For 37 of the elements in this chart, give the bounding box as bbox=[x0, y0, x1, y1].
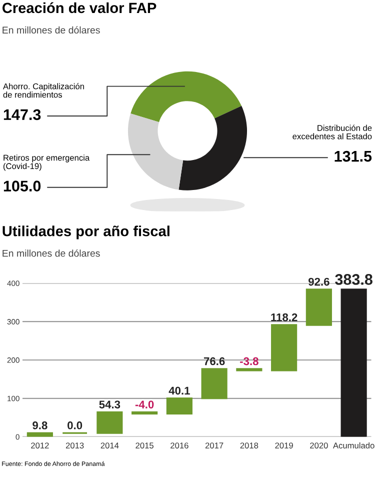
x-tick-label: 2017 bbox=[205, 442, 224, 448]
x-tick-label: 2014 bbox=[100, 442, 119, 448]
data-label: 0.0 bbox=[68, 421, 82, 430]
data-label: 9.8 bbox=[32, 421, 48, 430]
x-tick-label: Acumulado bbox=[332, 442, 374, 448]
chart-title: Utilidades por año fiscal bbox=[2, 226, 170, 240]
bar bbox=[306, 288, 332, 326]
chart-subtitle: En millones de dólares bbox=[2, 26, 100, 34]
bar bbox=[271, 324, 298, 372]
bar bbox=[26, 432, 53, 437]
bar bbox=[340, 288, 367, 437]
slice-label: Ahorro. Capitalización de rendimientos bbox=[2, 83, 84, 98]
bar bbox=[201, 368, 228, 400]
data-label: -4.0 bbox=[135, 400, 154, 408]
x-tick-label: 2020 bbox=[310, 442, 328, 448]
x-tick-label: 2012 bbox=[31, 442, 49, 448]
slice-label: Distribución de excedentes al Estado bbox=[292, 124, 372, 140]
data-label: 131.5 bbox=[334, 150, 372, 162]
x-tick-label: 2013 bbox=[66, 442, 84, 448]
x-tick-label: 2019 bbox=[275, 442, 293, 448]
data-label: 40.1 bbox=[168, 386, 190, 395]
data-label: 54.3 bbox=[99, 400, 120, 408]
bar bbox=[166, 397, 192, 415]
chart-subtitle: En millones de dólares bbox=[2, 249, 100, 257]
data-label: 92.6 bbox=[308, 278, 330, 286]
data-label: -3.8 bbox=[240, 357, 258, 366]
x-tick-label: 2018 bbox=[240, 442, 258, 448]
slice-label: Retiros por emergencia (Covid-19) bbox=[3, 154, 90, 171]
bar bbox=[96, 411, 123, 434]
x-tick-label: 2015 bbox=[136, 442, 154, 448]
chart-title: Creación de valor FAP bbox=[2, 2, 156, 14]
data-label: 147.3 bbox=[4, 109, 41, 120]
data-label: 118.2 bbox=[271, 313, 298, 322]
data-label: 383.8 bbox=[335, 274, 372, 285]
data-label: 76.6 bbox=[204, 357, 225, 366]
x-tick-label: 2016 bbox=[170, 442, 188, 448]
data-label: 105.0 bbox=[4, 180, 41, 192]
